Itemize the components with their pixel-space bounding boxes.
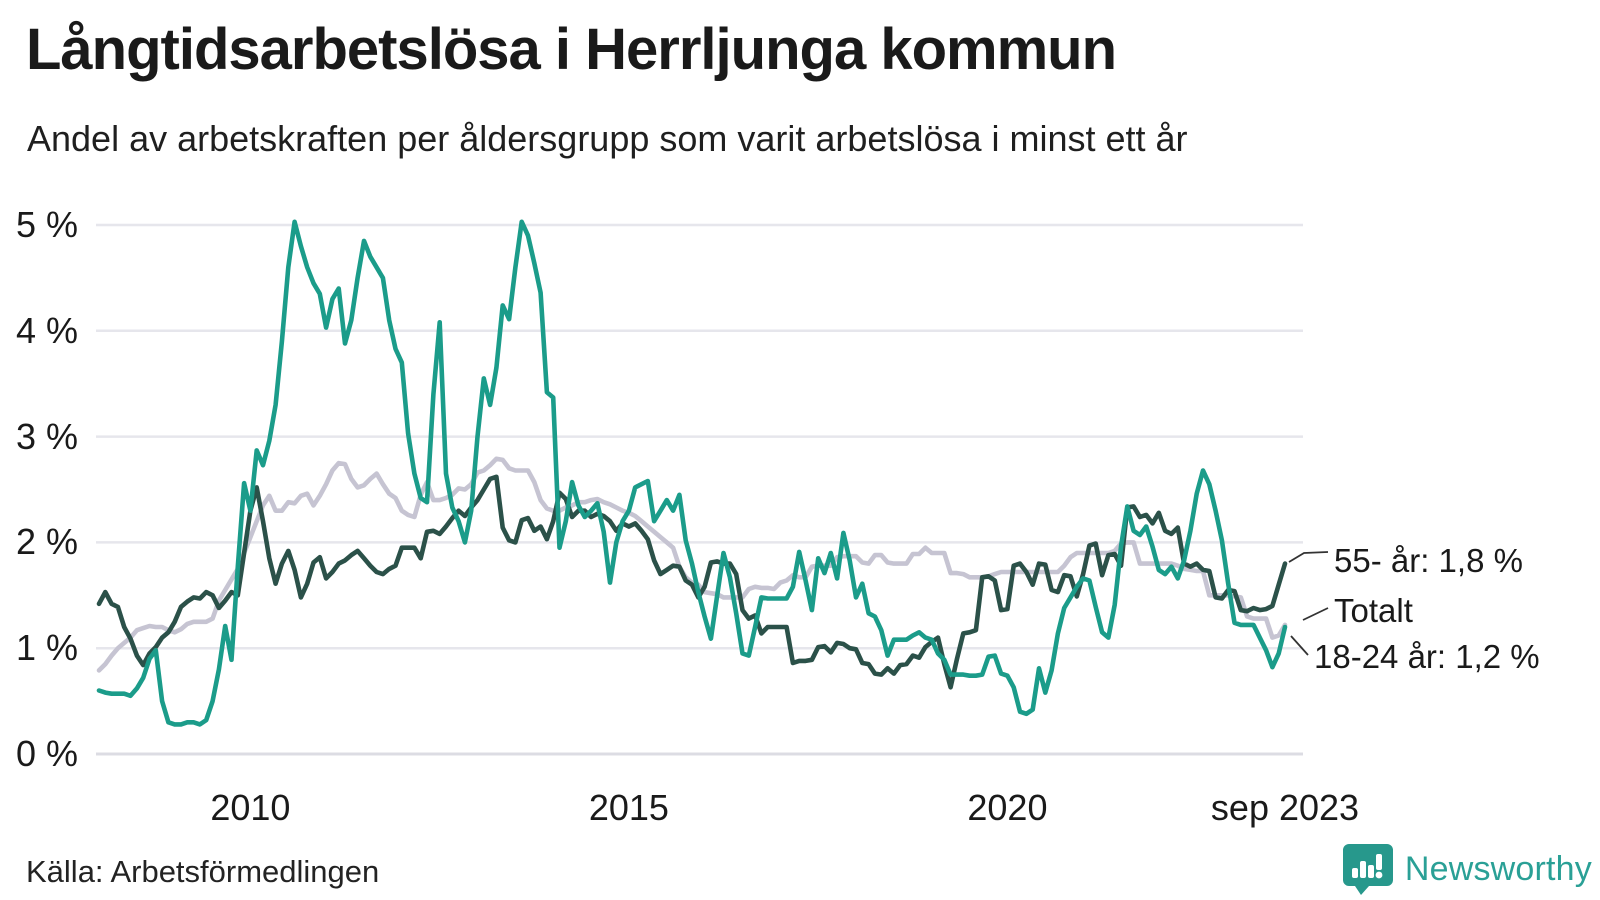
data-series	[96, 219, 1288, 727]
y-axis-tick-label: 3 %	[15, 415, 78, 457]
series-line-55- år	[96, 474, 1288, 690]
y-axis-tick-label: 5 %	[15, 204, 78, 245]
newsworthy-brand-link[interactable]: Newsworthy	[1342, 842, 1592, 896]
newsworthy-brand-name: Newsworthy	[1404, 849, 1592, 888]
y-axis-tick-label: 0 %	[15, 733, 78, 774]
end-label-connectors	[1288, 551, 1329, 656]
series-end-label-1824: 18-24 år: 1,2 %	[1314, 638, 1540, 675]
newsworthy-logo-icon	[1342, 844, 1393, 895]
x-axis-tick-label: sep 2023	[1210, 787, 1360, 828]
series-end-label-55: 55- år: 1,8 %	[1334, 542, 1523, 579]
source-note: Källa: Arbetsförmedlingen	[26, 854, 380, 889]
connector-55-line	[1288, 551, 1329, 563]
series-end-label-totalt: Totalt	[1334, 592, 1413, 629]
x-axis-tick-label: 2015	[588, 787, 669, 828]
x-axis-tick-label: 2010	[210, 787, 291, 828]
series-line-18-24 år	[96, 219, 1288, 727]
chart-subtitle: Andel av arbetskraften per åldersgrupp s…	[27, 118, 1188, 159]
gridlines	[96, 223, 1303, 756]
y-axis-tick-label: 4 %	[15, 309, 78, 351]
connector-totalt-line	[1302, 607, 1329, 621]
connector-1824-line	[1290, 635, 1309, 656]
x-axis-tick-label: 2020	[967, 787, 1048, 828]
y-axis-tick-label: 2 %	[15, 521, 78, 563]
y-axis-tick-label: 1 %	[15, 627, 78, 669]
page-title: Långtidsarbetslösa i Herrljunga kommun	[26, 17, 1117, 82]
